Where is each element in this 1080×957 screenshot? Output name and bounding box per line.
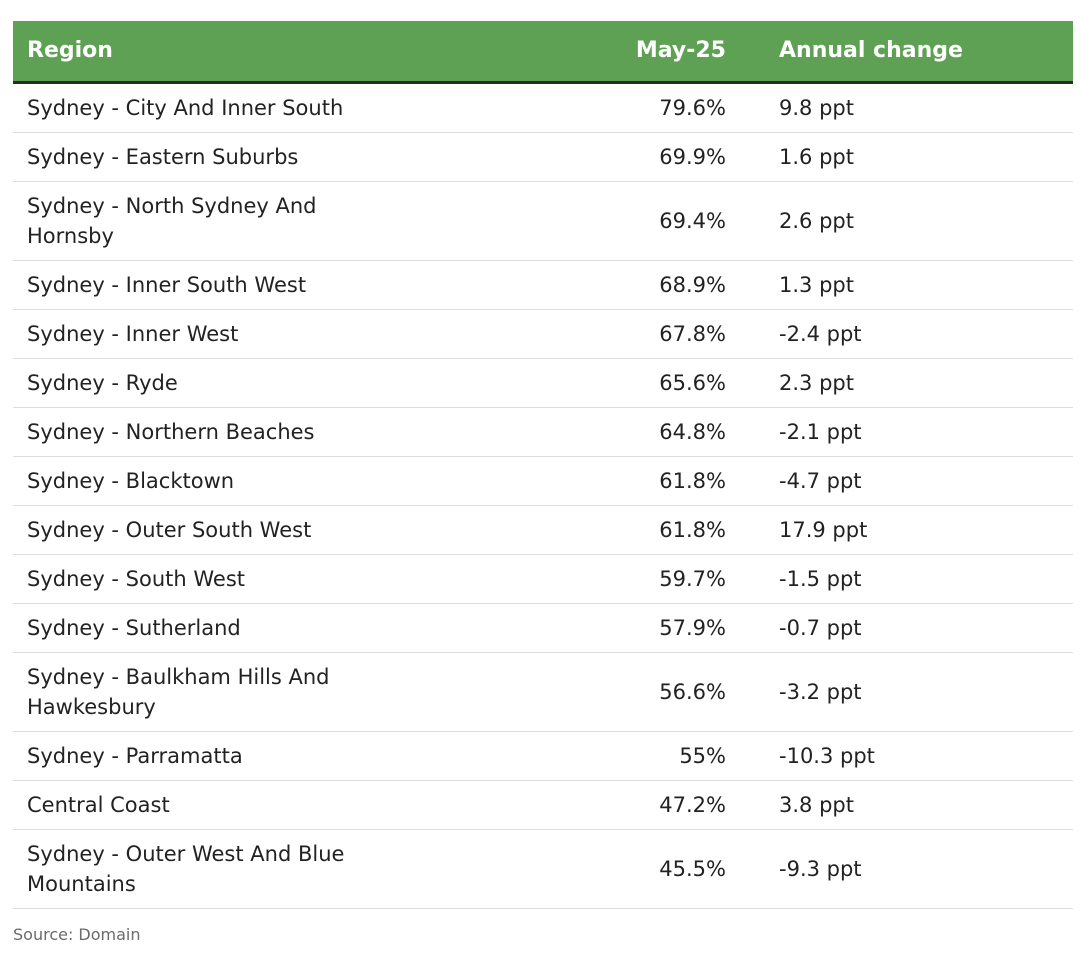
- table-row: Sydney - Blacktown 61.8% -4.7 ppt: [13, 456, 1073, 506]
- header-annual-change: Annual change: [726, 21, 1073, 84]
- annual-change-cell: 17.9 ppt: [726, 505, 1073, 555]
- table-row: Sydney - Ryde 65.6% 2.3 ppt: [13, 358, 1073, 408]
- region-cell: Sydney - Eastern Suburbs: [13, 132, 613, 182]
- may-25-value-cell: 56.6%: [613, 652, 726, 732]
- annual-change-cell: 1.6 ppt: [726, 132, 1073, 182]
- table-row: Sydney - Eastern Suburbs 69.9% 1.6 ppt: [13, 132, 1073, 182]
- may-25-value-cell: 68.9%: [613, 260, 726, 310]
- region-cell: Sydney - City And Inner South: [13, 82, 613, 133]
- region-cell: Sydney - Inner West: [13, 309, 613, 359]
- table-row: Sydney - Baulkham Hills And Hawkesbury 56…: [13, 652, 1073, 732]
- may-25-value-cell: 79.6%: [613, 82, 726, 133]
- data-table-container: Region May-25 Annual change Sydney - Cit…: [13, 21, 1073, 909]
- may-25-value-cell: 69.9%: [613, 132, 726, 182]
- table-row: Sydney - Parramatta 55% -10.3 ppt: [13, 731, 1073, 781]
- region-cell: Sydney - Ryde: [13, 358, 613, 408]
- table-header-row: Region May-25 Annual change: [13, 21, 1073, 84]
- region-cell: Sydney - Inner South West: [13, 260, 613, 310]
- table-row: Sydney - City And Inner South 79.6% 9.8 pp…: [13, 82, 1073, 133]
- may-25-value-cell: 61.8%: [613, 456, 726, 506]
- table-row: Central Coast 47.2% 3.8 ppt: [13, 780, 1073, 830]
- region-cell: Sydney - South West: [13, 554, 613, 604]
- table-row: Sydney - South West 59.7% -1.5 ppt: [13, 554, 1073, 604]
- may-25-value-cell: 47.2%: [613, 780, 726, 830]
- annual-change-cell: 2.3 ppt: [726, 358, 1073, 408]
- may-25-value-cell: 61.8%: [613, 505, 726, 555]
- may-25-value-cell: 45.5%: [613, 829, 726, 909]
- may-25-value-cell: 57.9%: [613, 603, 726, 653]
- may-25-value-cell: 65.6%: [613, 358, 726, 408]
- annual-change-cell: -3.2 ppt: [726, 652, 1073, 732]
- annual-change-cell: -10.3 ppt: [726, 731, 1073, 781]
- table-row: Sydney - Outer West And Blue Mountains 45…: [13, 829, 1073, 909]
- table-body: Sydney - City And Inner South 79.6% 9.8 pp…: [13, 82, 1073, 909]
- may-25-value-cell: 59.7%: [613, 554, 726, 604]
- region-cell: Sydney - Parramatta: [13, 731, 613, 781]
- region-cell: Sydney - Baulkham Hills And Hawkesbury: [13, 652, 613, 732]
- header-region: Region: [13, 21, 613, 84]
- table-row: Sydney - North Sydney And Hornsby 69.4% 2.…: [13, 181, 1073, 261]
- header-may-25: May-25: [613, 21, 726, 84]
- annual-change-cell: 1.3 ppt: [726, 260, 1073, 310]
- table-row: Sydney - Inner West 67.8% -2.4 ppt: [13, 309, 1073, 359]
- annual-change-cell: -0.7 ppt: [726, 603, 1073, 653]
- region-cell: Sydney - Northern Beaches: [13, 407, 613, 457]
- region-cell: Sydney - North Sydney And Hornsby: [13, 181, 613, 261]
- region-cell: Sydney - Outer West And Blue Mountains: [13, 829, 613, 909]
- region-cell: Sydney - Sutherland: [13, 603, 613, 653]
- annual-change-cell: 9.8 ppt: [726, 82, 1073, 133]
- region-cell: Central Coast: [13, 780, 613, 830]
- region-cell: Sydney - Outer South West: [13, 505, 613, 555]
- may-25-value-cell: 64.8%: [613, 407, 726, 457]
- may-25-value-cell: 55%: [613, 731, 726, 781]
- annual-change-cell: -2.1 ppt: [726, 407, 1073, 457]
- may-25-value-cell: 69.4%: [613, 181, 726, 261]
- region-cell: Sydney - Blacktown: [13, 456, 613, 506]
- annual-change-cell: -9.3 ppt: [726, 829, 1073, 909]
- table-row: Sydney - Sutherland 57.9% -0.7 ppt: [13, 603, 1073, 653]
- annual-change-cell: -4.7 ppt: [726, 456, 1073, 506]
- table-row: Sydney - Inner South West 68.9% 1.3 ppt: [13, 260, 1073, 310]
- source-note: Source: Domain: [13, 925, 141, 944]
- may-25-value-cell: 67.8%: [613, 309, 726, 359]
- table-row: Sydney - Outer South West 61.8% 17.9 ppt: [13, 505, 1073, 555]
- annual-change-cell: 2.6 ppt: [726, 181, 1073, 261]
- annual-change-cell: -1.5 ppt: [726, 554, 1073, 604]
- region-table: Region May-25 Annual change Sydney - Cit…: [13, 21, 1073, 909]
- table-row: Sydney - Northern Beaches 64.8% -2.1 ppt: [13, 407, 1073, 457]
- annual-change-cell: -2.4 ppt: [726, 309, 1073, 359]
- annual-change-cell: 3.8 ppt: [726, 780, 1073, 830]
